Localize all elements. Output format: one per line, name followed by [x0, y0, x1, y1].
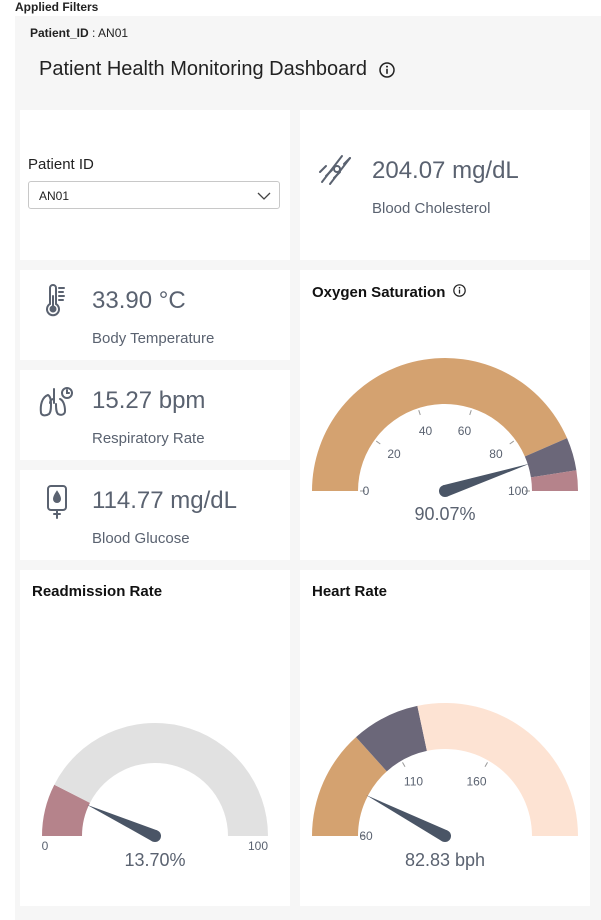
oxygen-gauge-tick-1 — [375, 440, 381, 445]
chevron-down-icon — [257, 190, 271, 204]
heart-gauge-band-0 — [312, 737, 387, 836]
oxygen-gauge-tick-label-4: 80 — [489, 447, 503, 461]
oxygen-gauge-value: 90.07% — [414, 504, 475, 524]
readmission-gauge-title-row: Readmission Rate — [32, 583, 162, 600]
heart-gauge-tick-1 — [402, 762, 406, 767]
oxygen-gauge-tick-3 — [469, 410, 472, 416]
readmission-gauge-tick-label-1: 100 — [248, 839, 268, 853]
heart-gauge-needle-hub — [439, 830, 451, 842]
oxygen-gauge-tick-label-1: 20 — [387, 447, 401, 461]
temperature-card — [20, 270, 290, 360]
respiratory-value: 15.27 bpm — [92, 387, 206, 414]
oxygen-gauge-tick-label-3: 60 — [458, 424, 472, 438]
cholesterol-label: Blood Cholesterol — [372, 200, 491, 217]
cholesterol-value: 204.07 mg/dL — [372, 157, 519, 184]
readmission-gauge-band-0 — [42, 784, 90, 836]
oxygen-gauge-tick-label-2: 40 — [419, 424, 433, 438]
glucose-meter-icon — [46, 484, 68, 525]
heart-rate-gauge-title: Heart Rate — [312, 583, 388, 600]
heart-gauge-tick-label-1: 110 — [404, 774, 423, 788]
heart-gauge-tick-2 — [484, 762, 488, 767]
filter-chip-value: AN01 — [98, 26, 129, 40]
oxygen-gauge-band-1 — [524, 438, 577, 478]
oxygen-gauge-tick-2 — [418, 410, 421, 416]
patient-id-selected: AN01 — [39, 189, 70, 203]
thermometer-icon — [44, 284, 68, 323]
heart-gauge-tick-label-2: 160 — [466, 774, 486, 788]
oxygen-gauge-band-2 — [530, 470, 578, 491]
oxygen-gauge-tick-label-5: 100 — [508, 484, 528, 498]
heart-gauge-band-2 — [417, 703, 578, 836]
oxygen-gauge-title: Oxygen Saturation — [312, 284, 446, 301]
page-title-row: Patient Health Monitoring Dashboard — [39, 58, 395, 81]
respiratory-card — [20, 370, 290, 460]
info-icon[interactable] — [453, 284, 467, 301]
heart-gauge-tick-label-0: 60 — [359, 829, 373, 843]
applied-filters-heading: Applied Filters — [15, 0, 99, 14]
oxygen-gauge-tick-label-0: 0 — [363, 484, 370, 498]
heart-gauge-band-1 — [356, 705, 427, 772]
oxygen-gauge-needle — [443, 463, 530, 497]
readmission-gauge-title: Readmission Rate — [32, 583, 163, 600]
heart-rate-gauge-title-row: Heart Rate — [312, 583, 387, 600]
blood-vessel-icon — [318, 152, 354, 193]
glucose-value: 114.77 mg/dL — [92, 487, 237, 514]
oxygen-gauge-tick-4 — [509, 440, 515, 445]
temperature-value: 33.90 °C — [92, 287, 186, 314]
lungs-icon — [38, 385, 74, 424]
temperature-label: Body Temperature — [92, 330, 215, 347]
readmission-gauge-needle-hub — [149, 830, 161, 842]
oxygen-gauge-needle-hub — [439, 485, 451, 497]
readmission-gauge-value: 13.70% — [124, 850, 185, 870]
heart-gauge-value: 82.83 bph — [405, 850, 485, 870]
readmission-gauge-tick-label-0: 0 — [42, 839, 49, 853]
oxygen-gauge-title-row: Oxygen Saturation — [312, 284, 467, 301]
readmission-gauge-needle — [86, 804, 158, 842]
page-title: Patient Health Monitoring Dashboard — [39, 58, 367, 80]
respiratory-label: Respiratory Rate — [92, 430, 205, 447]
heart-gauge-needle — [365, 795, 448, 842]
filter-chip[interactable]: Patient_ID : AN01 — [30, 26, 128, 40]
filter-chip-separator: : — [88, 26, 99, 40]
oxygen-gauge-band-0 — [312, 358, 568, 491]
patient-id-dropdown[interactable]: AN01 — [28, 181, 280, 209]
glucose-card — [20, 470, 290, 560]
glucose-label: Blood Glucose — [92, 530, 190, 547]
cholesterol-card — [300, 110, 590, 260]
patient-id-label: Patient ID — [28, 156, 94, 173]
filter-chip-field: Patient_ID — [30, 26, 89, 40]
info-icon[interactable] — [379, 61, 395, 78]
readmission-gauge-band-1 — [54, 723, 269, 836]
